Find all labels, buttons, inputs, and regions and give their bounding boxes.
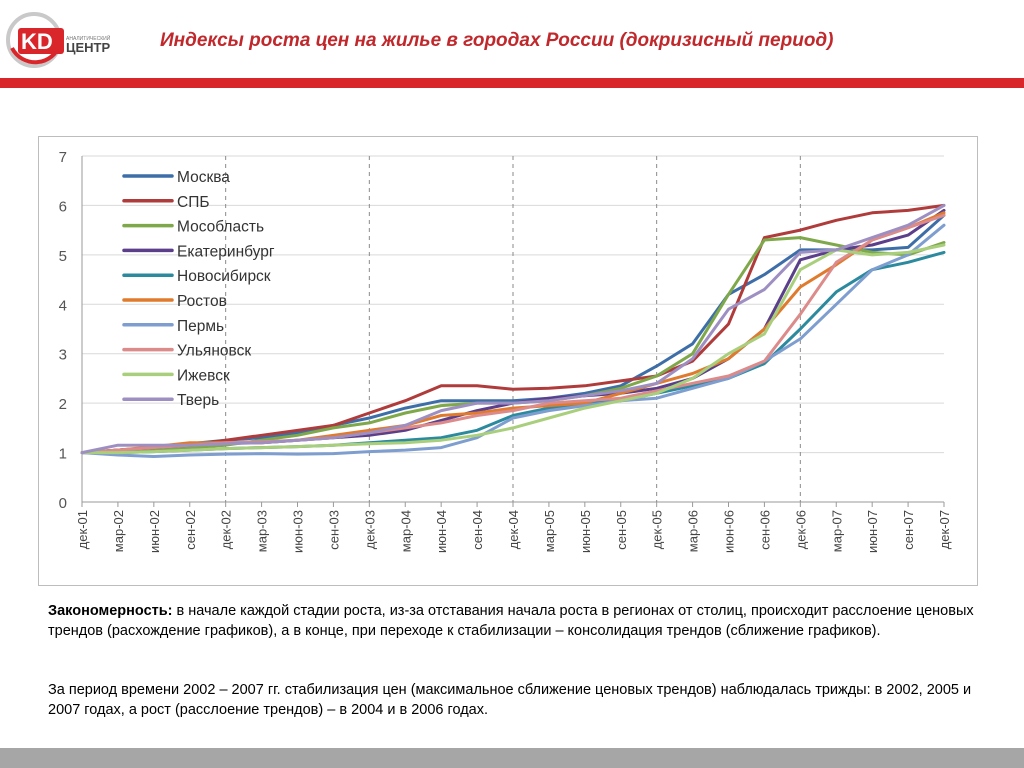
legend-label: Ижевск: [177, 367, 230, 384]
regularity-text: в начале каждой стадии роста, из-за отст…: [48, 603, 974, 639]
legend-label: Екатеринбург: [177, 243, 275, 260]
x-tick-label: сен-05: [614, 510, 629, 550]
legend-label: СПБ: [177, 194, 210, 211]
legend-label: Москва: [177, 169, 230, 186]
x-tick-label: дек-04: [506, 510, 521, 549]
logo-small: АНАЛИТИЧЕСКИЙ: [66, 34, 111, 42]
x-tick-label: дек-03: [362, 510, 377, 549]
series-line-10: [80, 203, 946, 455]
x-tick-label: мар-04: [398, 510, 413, 552]
regularity-paragraph: Закономерность: в начале каждой стадии р…: [48, 601, 978, 641]
series-line-9: [80, 243, 946, 455]
logo-letters: KD: [21, 29, 53, 54]
y-tick-label: 2: [59, 396, 67, 413]
y-tick-label: 6: [59, 198, 67, 215]
legend-label: Пермь: [177, 318, 224, 335]
x-tick-label: сен-02: [183, 510, 198, 550]
x-tick-label: сен-07: [901, 510, 916, 550]
x-tick-label: сен-04: [470, 510, 485, 550]
x-tick-label: мар-02: [111, 510, 126, 552]
x-tick-label: дек-07: [937, 510, 952, 549]
company-logo: KD АНАЛИТИЧЕСКИЙ ЦЕНТР: [4, 4, 140, 70]
chart-container: 0 1 2 3 4 5 6 7 дек-01 мар-02 июн-02 сен-02 дек-02 ма…: [38, 136, 978, 586]
y-tick-label: 0: [59, 495, 67, 512]
legend-label: Новосибирск: [177, 268, 271, 285]
header-divider: [0, 78, 1024, 88]
legend-label: Ростов: [177, 293, 227, 310]
x-tick-label: июн-04: [434, 510, 449, 553]
y-tick-label: 4: [59, 297, 67, 314]
legend-label: Мособласть: [177, 219, 264, 236]
x-tick-label: июн-06: [722, 510, 737, 553]
x-tick-label: мар-06: [686, 510, 701, 552]
x-tick-label: сен-03: [326, 510, 341, 550]
regularity-label: Закономерность:: [48, 603, 173, 619]
x-tick-label: дек-06: [793, 510, 808, 549]
y-tick-label: 1: [59, 446, 67, 463]
x-tick-label: июн-03: [291, 510, 306, 553]
logo-graphic: KD АНАЛИТИЧЕСКИЙ ЦЕНТР: [6, 12, 111, 68]
page-title: Индексы роста цен на жилье в городах Рос…: [160, 30, 834, 51]
x-tick-label: мар-07: [829, 510, 844, 552]
x-tick-label: июн-02: [147, 510, 162, 553]
legend-label: Ульяновск: [177, 343, 251, 360]
x-tick-label: июн-07: [865, 510, 880, 553]
series-line-7: [80, 223, 946, 458]
series-line-2: [80, 203, 946, 455]
x-tick-label: июн-05: [578, 510, 593, 553]
y-tick-label: 7: [59, 149, 67, 166]
y-tick-label: 5: [59, 248, 67, 265]
price-index-chart: 0 1 2 3 4 5 6 7 дек-01 мар-02 июн-02 сен-02 дек-02 ма…: [59, 149, 952, 553]
x-tick-label: мар-03: [255, 510, 270, 552]
x-tick-label: дек-01: [75, 510, 90, 549]
stabilization-paragraph: За период времени 2002 – 2007 гг. стабил…: [48, 682, 972, 718]
legend-label: Тверь: [177, 392, 219, 409]
x-tick-label: дек-02: [219, 510, 234, 549]
x-tick-label: дек-05: [650, 510, 665, 549]
y-tick-label: 3: [59, 347, 67, 364]
x-tick-label: сен-06: [757, 510, 772, 550]
logo-word: ЦЕНТР: [66, 40, 110, 55]
x-tick-label: мар-05: [542, 510, 557, 552]
footer-bar: [0, 748, 1024, 768]
